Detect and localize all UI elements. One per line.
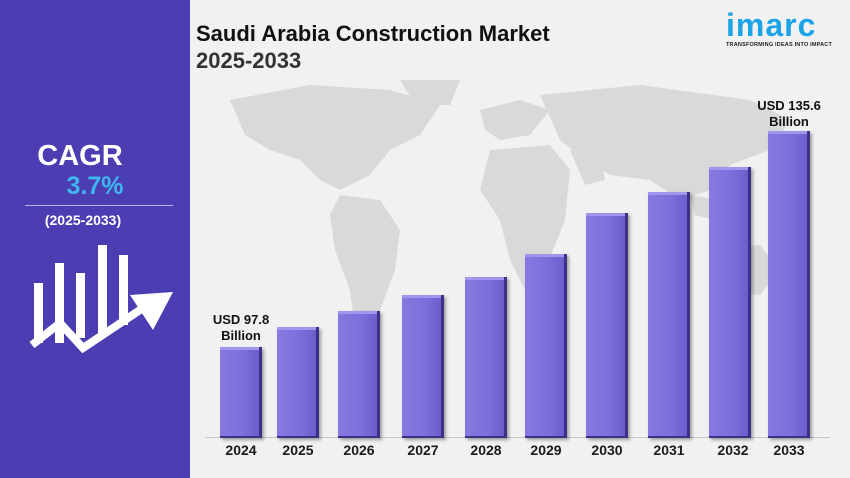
divider — [25, 205, 173, 206]
x-label-2030: 2030 — [591, 442, 623, 458]
title-line-2: 2025-2033 — [196, 48, 302, 73]
x-label-2028: 2028 — [470, 442, 502, 458]
bar-2029 — [525, 254, 567, 438]
x-label-2025: 2025 — [282, 442, 314, 458]
cagr-period: (2025-2033) — [44, 212, 122, 228]
data-label-2024: USD 97.8 Billion — [212, 312, 270, 343]
x-label-2032: 2032 — [717, 442, 749, 458]
x-label-2031: 2031 — [653, 442, 685, 458]
bar-2033 — [768, 131, 810, 438]
bar-2028 — [465, 277, 507, 438]
data-label-2033: USD 135.6 Billion — [757, 98, 821, 129]
bar-2031 — [648, 192, 690, 438]
x-label-2024: 2024 — [225, 442, 257, 458]
growth-chart-arrow-icon — [29, 245, 173, 354]
title-line-1: Saudi Arabia Construction Market — [196, 21, 550, 46]
bar-2025 — [277, 327, 319, 438]
bar-2024 — [220, 347, 262, 438]
logo-tagline: TRANSFORMING IDEAS INTO IMPACT — [726, 42, 833, 48]
x-label-2026: 2026 — [343, 442, 375, 458]
cagr-sidebar: CAGR 3.7% (2025-2033) — [0, 0, 190, 478]
bar-2030 — [586, 213, 628, 438]
bar-2027 — [402, 295, 444, 438]
x-label-2027: 2027 — [407, 442, 439, 458]
bar-2026 — [338, 311, 380, 438]
x-label-2033: 2033 — [773, 442, 805, 458]
x-axis-line — [205, 437, 830, 438]
bar-2032 — [709, 167, 751, 438]
imarc-logo: imarc TRANSFORMING IDEAS INTO IMPACT — [726, 8, 841, 48]
logo-wordmark: imarc — [726, 7, 817, 43]
chart-title: Saudi Arabia Construction Market 2025-20… — [196, 20, 550, 74]
cagr-value: 3.7% — [66, 172, 124, 200]
x-label-2029: 2029 — [530, 442, 562, 458]
cagr-label: CAGR — [37, 140, 123, 172]
